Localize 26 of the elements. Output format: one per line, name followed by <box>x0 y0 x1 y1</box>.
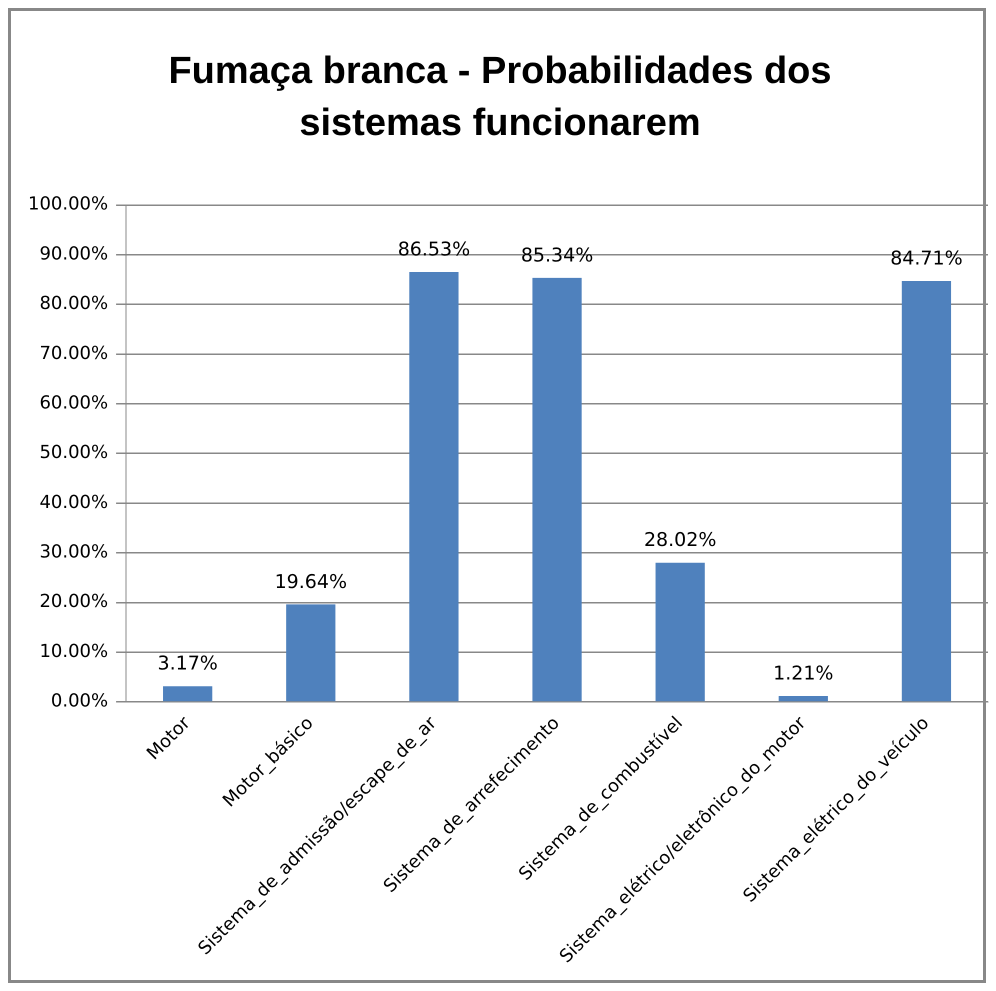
y-tick-label: 40.00% <box>39 492 108 513</box>
data-label: 1.21% <box>773 662 834 684</box>
bar <box>532 278 582 702</box>
data-label: 84.71% <box>890 247 963 270</box>
bar <box>409 272 459 702</box>
y-tick-label: 10.00% <box>39 640 108 662</box>
y-tick-label: 60.00% <box>39 392 108 414</box>
y-tick-label: 20.00% <box>39 591 108 612</box>
y-tick-label: 100.00% <box>28 194 108 215</box>
bar <box>778 696 828 702</box>
y-tick-label: 70.00% <box>39 342 108 364</box>
y-tick-label: 90.00% <box>39 243 108 264</box>
bar <box>286 604 336 702</box>
y-tick-label: 0.00% <box>50 690 108 712</box>
bar <box>163 686 212 702</box>
data-label: 28.02% <box>644 529 716 552</box>
chart-title: Fumaça branca - Probabilidades dos sistemas funcionarem <box>167 49 833 146</box>
bar <box>656 562 705 702</box>
data-label: 3.17% <box>157 652 218 675</box>
y-tick-label: 80.00% <box>39 293 108 314</box>
bar <box>902 280 952 702</box>
data-label: 85.34% <box>520 244 594 266</box>
data-label: 19.64% <box>274 570 348 593</box>
y-tick-label: 50.00% <box>39 442 108 464</box>
y-tick-label: 30.00% <box>39 542 108 563</box>
data-label: 86.53% <box>398 238 470 260</box>
